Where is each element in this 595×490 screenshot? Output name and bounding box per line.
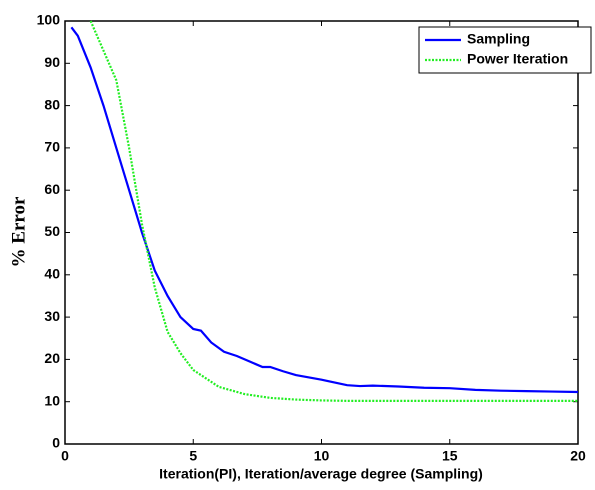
y-tick-label: 50	[44, 223, 60, 239]
y-tick-label: 40	[44, 266, 60, 282]
x-tick-label: 20	[570, 448, 586, 464]
series-line	[70, 26, 579, 394]
y-tick-label: 100	[37, 12, 61, 28]
y-tick-label: 60	[44, 181, 60, 197]
legend-label: Power Iteration	[467, 51, 568, 67]
x-axis-label: Iteration(PI), Iteration/average degree …	[159, 466, 483, 482]
x-tick-label: 10	[314, 448, 330, 464]
y-tick-label: 90	[44, 54, 60, 70]
y-tick-label: 30	[44, 308, 60, 324]
x-tick-label: 15	[442, 448, 458, 464]
y-tick-label: 70	[44, 139, 60, 155]
legend-box	[418, 26, 592, 74]
y-tick-label: 10	[44, 392, 60, 408]
legend-label: Sampling	[467, 31, 530, 47]
y-tick-label: 0	[52, 435, 60, 451]
series-line	[89, 20, 578, 402]
y-tick-label: 20	[44, 350, 60, 366]
y-axis-label: % Error	[8, 196, 29, 267]
x-tick-label: 0	[61, 448, 69, 464]
y-tick-label: 80	[44, 96, 60, 112]
x-tick-label: 5	[189, 448, 197, 464]
